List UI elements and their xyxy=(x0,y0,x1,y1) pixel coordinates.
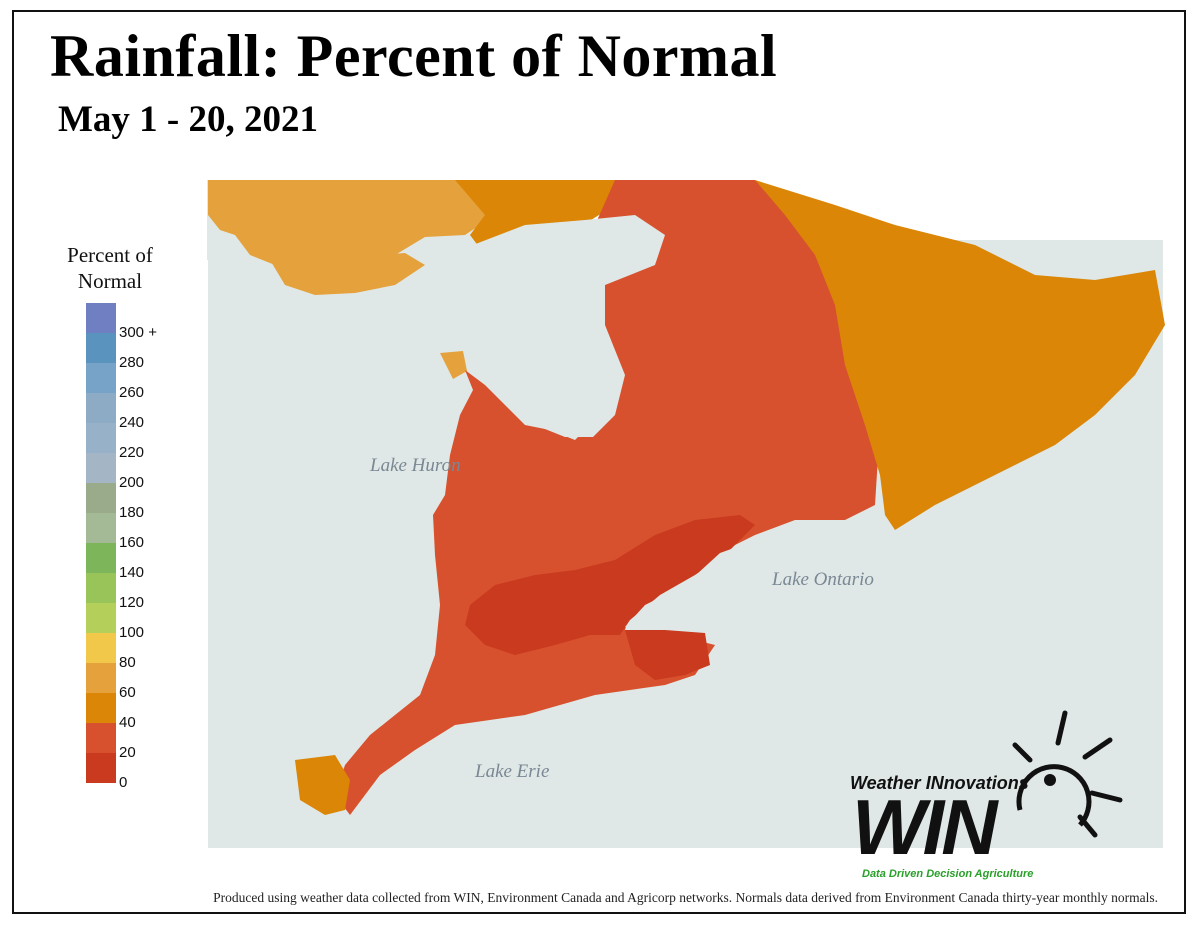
legend-label: 260 xyxy=(119,384,145,401)
lake-huron-label: Lake Huron xyxy=(369,455,461,476)
legend-label: 240 xyxy=(119,414,145,431)
sun-icon xyxy=(1012,710,1123,838)
water-lake-ontario xyxy=(625,520,995,627)
legend-label: 80 xyxy=(119,654,136,671)
legend-swatch xyxy=(86,723,116,753)
win-logo: Weather INnovations WIN Data Driven Deci… xyxy=(840,705,1130,880)
legend-swatch xyxy=(86,393,116,423)
ontario-map: Lake Huron Lake Ontario Lake Erie xyxy=(207,180,1165,848)
legend-title: Percent of Normal xyxy=(50,242,170,294)
legend-label: 0 xyxy=(119,774,128,791)
map-title: Rainfall: Percent of Normal xyxy=(50,23,778,89)
lake-ontario-label: Lake Ontario xyxy=(771,569,874,590)
legend-swatch xyxy=(86,543,116,573)
legend-label: 180 xyxy=(119,504,145,521)
island-bruce-tip xyxy=(440,351,467,379)
region-eastern-ontario xyxy=(755,180,1165,530)
legend-swatch xyxy=(86,663,116,693)
legend-swatch xyxy=(86,603,116,633)
legend-swatch xyxy=(86,573,116,603)
region-central-ontario xyxy=(335,180,880,815)
legend-swatch xyxy=(86,423,116,453)
water-georgian-bay xyxy=(460,215,665,437)
legend-swatch xyxy=(86,483,116,513)
water-lake-erie xyxy=(355,685,725,847)
legend-swatch xyxy=(86,363,116,393)
legend-label: 20 xyxy=(119,744,136,761)
region-windsor xyxy=(295,755,350,815)
legend-label: 160 xyxy=(119,534,145,551)
legend-label: 220 xyxy=(119,444,145,461)
legend-label: 100 xyxy=(119,624,145,641)
legend-label: 140 xyxy=(119,564,145,581)
legend-label: 300 + xyxy=(119,324,157,341)
region-gta-dark xyxy=(465,515,755,655)
legend-label: 60 xyxy=(119,684,136,701)
legend-title-line2: Normal xyxy=(77,269,143,293)
island-manitoulin xyxy=(270,250,425,295)
legend-label: 120 xyxy=(119,594,145,611)
legend-swatch xyxy=(86,303,116,333)
region-niagara-dark xyxy=(625,630,710,680)
legend-title-line1: Percent of xyxy=(67,243,153,267)
footer-note: Produced using weather data collected fr… xyxy=(213,890,1158,905)
map-subtitle: May 1 - 20, 2021 xyxy=(58,99,318,140)
legend-swatch xyxy=(86,753,116,783)
legend-label: 280 xyxy=(119,354,145,371)
legend-swatch xyxy=(86,693,116,723)
logo-main-text: WIN xyxy=(852,783,998,871)
legend-swatch xyxy=(86,453,116,483)
legend-label: 40 xyxy=(119,714,136,731)
logo-tagline: Data Driven Decision Agriculture xyxy=(862,868,1034,880)
legend-label: 200 xyxy=(119,474,145,491)
logo-top-text: Weather INnovations xyxy=(850,773,1029,793)
legend-swatch xyxy=(86,333,116,363)
lake-erie-label: Lake Erie xyxy=(474,761,549,782)
legend-swatch xyxy=(86,633,116,663)
legend-swatch xyxy=(86,513,116,543)
